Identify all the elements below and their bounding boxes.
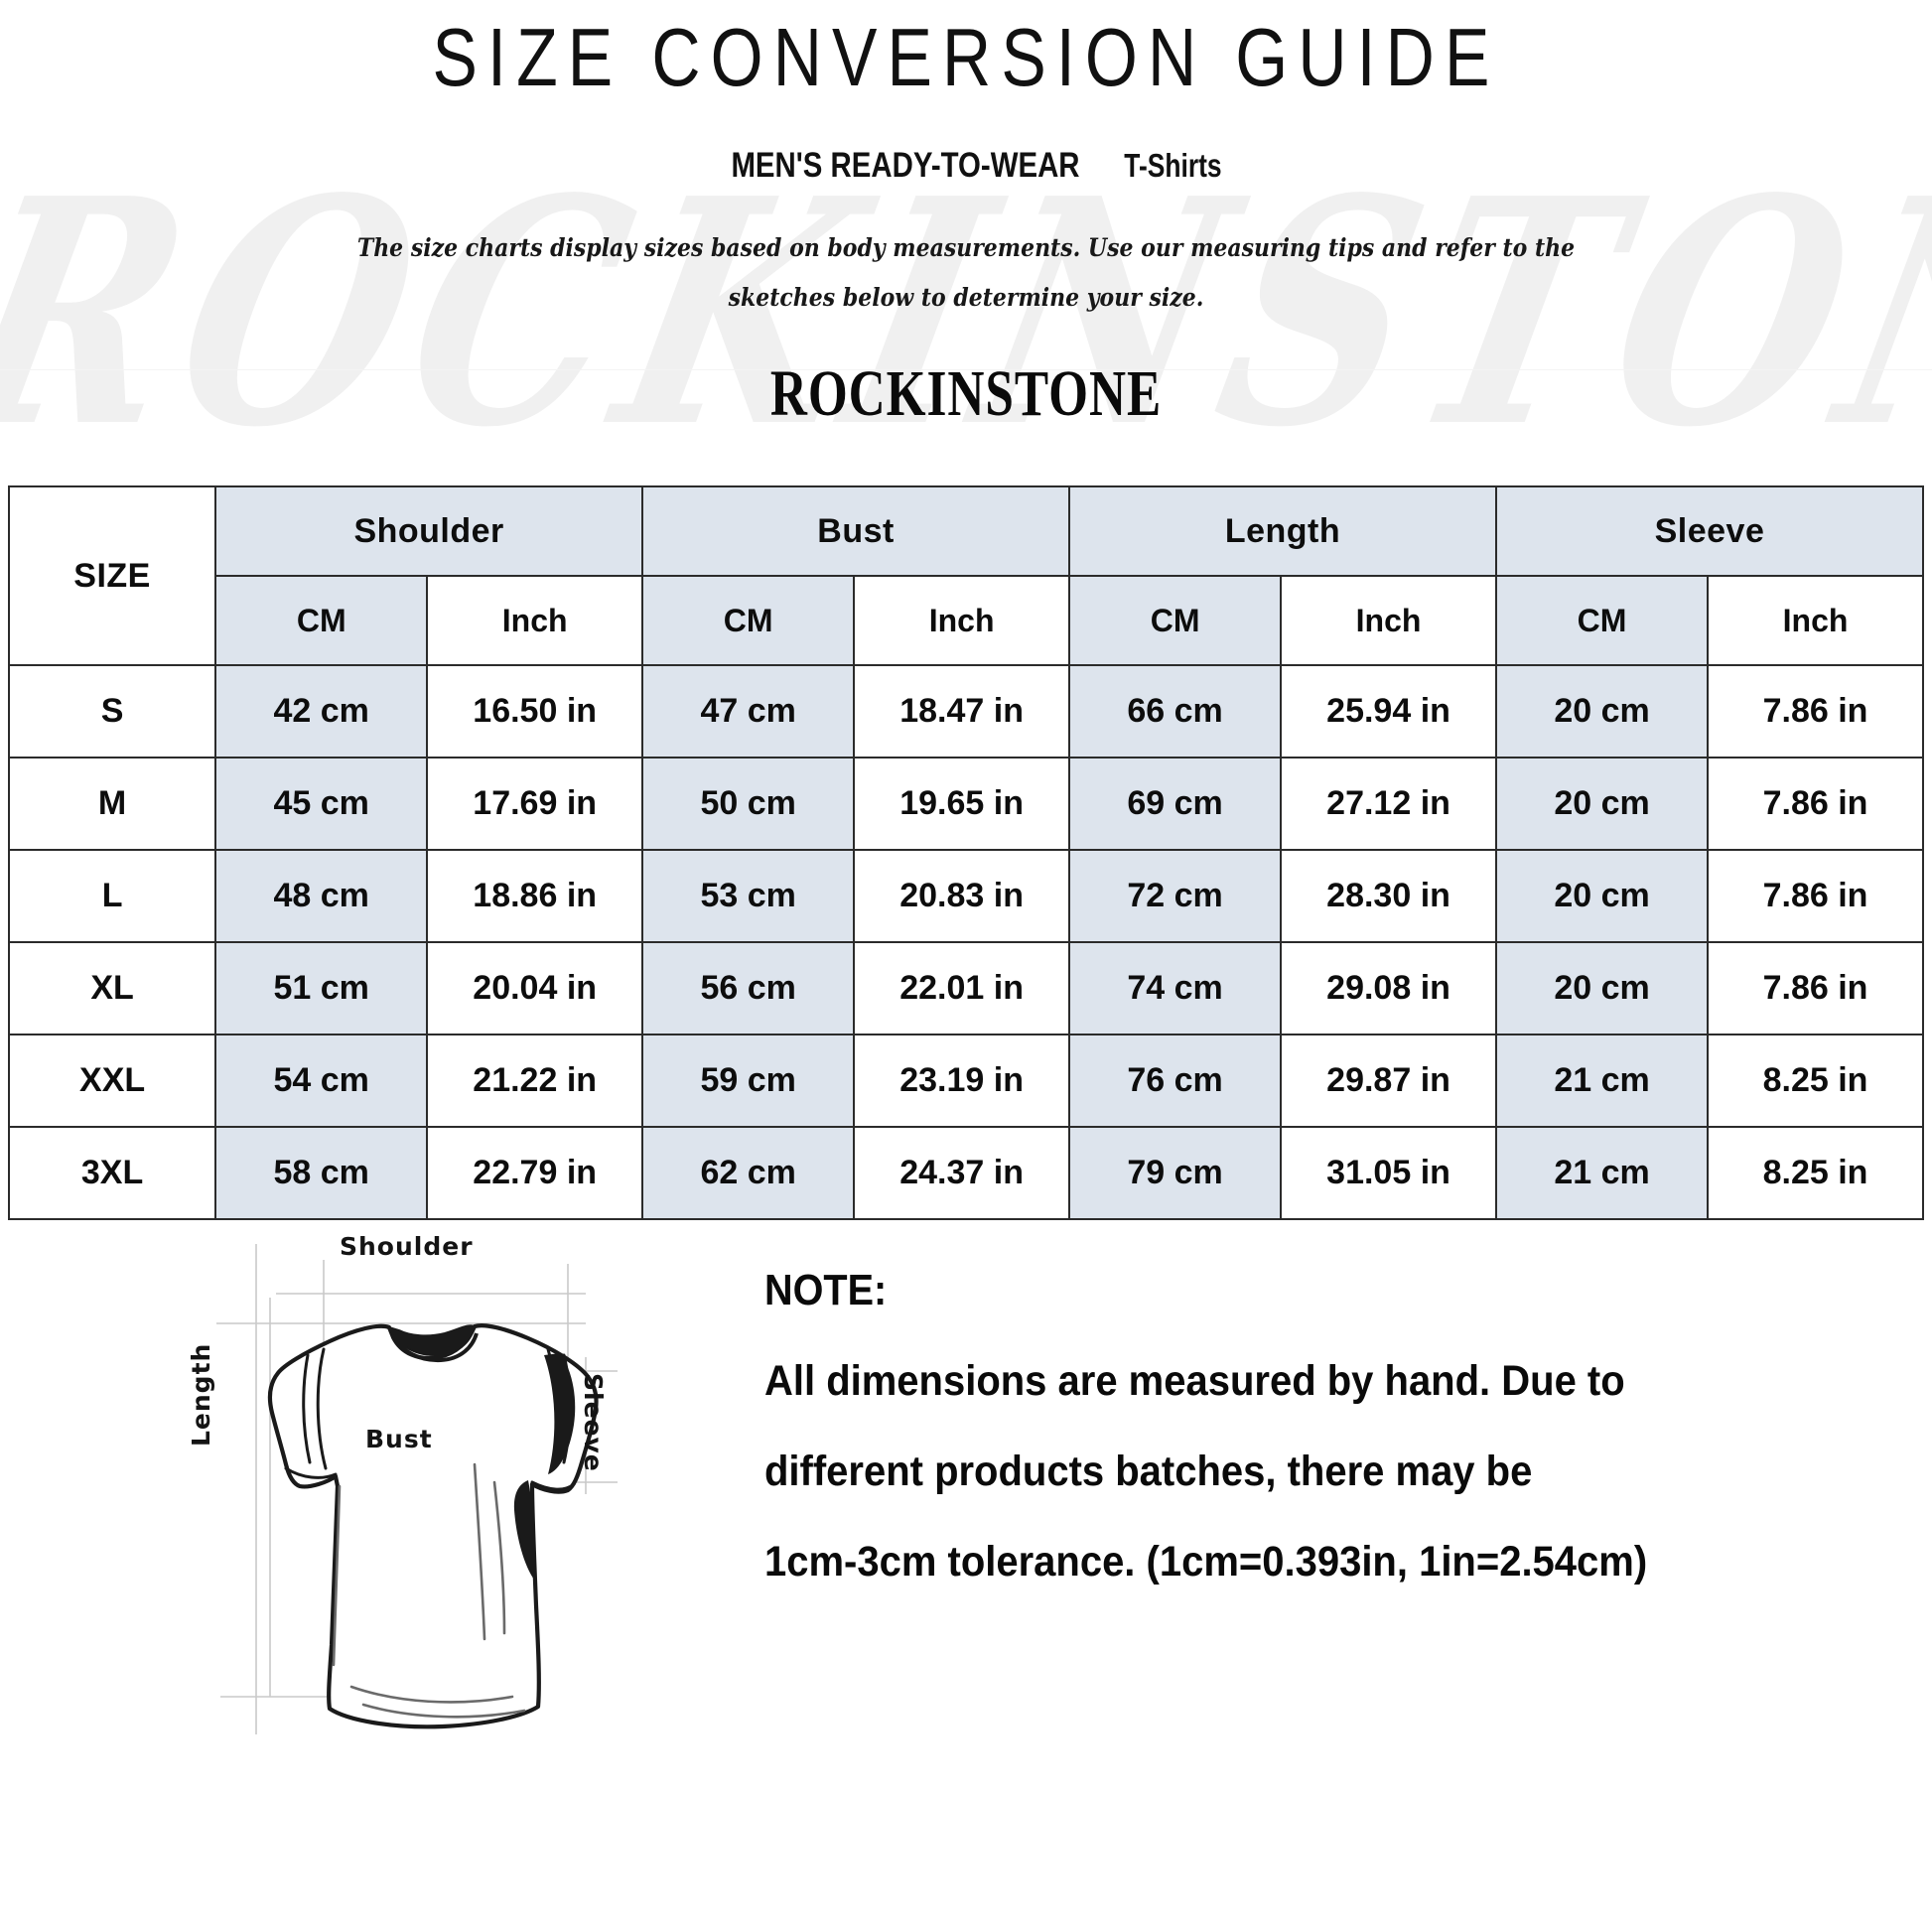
cell-sleeve-in: 7.86 in [1707,941,1924,1035]
cell-bust-cm: 47 cm [641,664,856,759]
note-line-2: different products batches, there may be [764,1448,1533,1495]
header-group-shoulder: Shoulder [214,485,644,577]
table-row: M 45 cm 17.69 in 50 cm 19.65 in 69 cm 27… [7,757,1924,851]
cell-length-in: 28.30 in [1280,849,1497,943]
table-row: 3XL 58 cm 22.79 in 62 cm 24.37 in 79 cm … [7,1126,1924,1220]
page-title: SIZE CONVERSION GUIDE [432,10,1500,103]
guide-description: The size charts display sizes based on b… [356,233,1576,312]
note-block: NOTE: All dimensions are measured by han… [764,1266,1876,1587]
cell-length-in: 25.94 in [1280,664,1497,759]
cell-length-cm: 79 cm [1068,1126,1283,1220]
cell-bust-cm: 50 cm [641,757,856,851]
table-row: XXL 54 cm 21.22 in 59 cm 23.19 in 76 cm … [7,1034,1924,1128]
cell-sleeve-in: 7.86 in [1707,849,1924,943]
size-conversion-table: SIZE Shoulder Bust Length Sleeve CM Inch… [7,485,1925,1220]
cell-size: L [7,849,217,943]
cell-shoulder-cm: 48 cm [214,849,429,943]
cell-bust-cm: 53 cm [641,849,856,943]
cell-shoulder-cm: 58 cm [214,1126,429,1220]
cell-shoulder-in: 17.69 in [426,757,644,851]
cell-sleeve-cm: 20 cm [1494,849,1710,943]
subtitle: MEN'S READY-TO-WEAR T-Shirts [0,146,1932,186]
cell-shoulder-in: 16.50 in [426,664,644,759]
cell-shoulder-in: 21.22 in [426,1034,644,1128]
diagram-label-length: Length [187,1342,215,1447]
header-sleeve-inch: Inch [1707,575,1924,666]
brand-name: ROCKINSTONE [769,356,1163,430]
cell-size: S [7,664,217,759]
cell-size: 3XL [7,1126,217,1220]
table-unit-header-row: CM Inch CM Inch CM Inch CM Inch [9,575,1924,666]
header-length-cm: CM [1068,575,1283,666]
diagram-label-bust: Bust [365,1425,433,1453]
cell-bust-in: 18.47 in [853,664,1071,759]
note-line-3: 1cm-3cm tolerance. (1cm=0.393in, 1in=2.5… [764,1538,1648,1586]
cell-bust-cm: 62 cm [641,1126,856,1220]
subtitle-category: MEN'S READY-TO-WEAR [731,146,1080,185]
cell-sleeve-in: 8.25 in [1707,1034,1924,1128]
cell-shoulder-in: 20.04 in [426,941,644,1035]
diagram-label-sleeve: Sleeve [579,1373,608,1472]
table-row: XL 51 cm 20.04 in 56 cm 22.01 in 74 cm 2… [7,941,1924,1035]
diagram-label-shoulder: Shoulder [340,1232,474,1261]
cell-shoulder-cm: 45 cm [214,757,429,851]
cell-shoulder-cm: 42 cm [214,664,429,759]
cell-shoulder-in: 18.86 in [426,849,644,943]
header-group-bust: Bust [641,485,1071,577]
note-title: NOTE: [764,1266,888,1314]
cell-bust-in: 19.65 in [853,757,1071,851]
cell-shoulder-cm: 51 cm [214,941,429,1035]
note-line-1: All dimensions are measured by hand. Due… [764,1357,1625,1405]
cell-sleeve-in: 7.86 in [1707,664,1924,759]
table-row: L 48 cm 18.86 in 53 cm 20.83 in 72 cm 28… [7,849,1924,943]
header-shoulder-cm: CM [214,575,429,666]
header-shoulder-inch: Inch [426,575,644,666]
cell-size: M [7,757,217,851]
size-table-container: SIZE Shoulder Bust Length Sleeve CM Inch… [7,485,1925,1220]
cell-bust-cm: 59 cm [641,1034,856,1128]
header-length-inch: Inch [1280,575,1497,666]
cell-length-in: 27.12 in [1280,757,1497,851]
cell-sleeve-cm: 20 cm [1494,664,1710,759]
cell-length-in: 29.08 in [1280,941,1497,1035]
table-group-header-row: SIZE Shoulder Bust Length Sleeve [7,485,1925,666]
cell-shoulder-in: 22.79 in [426,1126,644,1220]
subtitle-product: T-Shirts [1124,147,1222,184]
cell-length-cm: 74 cm [1068,941,1283,1035]
header-bust-cm: CM [641,575,856,666]
header-bust-inch: Inch [853,575,1071,666]
header-group-length: Length [1068,485,1497,577]
tshirt-measurement-diagram: Shoulder Bust Length Sleeve [159,1232,625,1744]
cell-sleeve-cm: 21 cm [1494,1034,1710,1128]
header-group-sleeve: Sleeve [1494,485,1925,577]
cell-bust-in: 20.83 in [853,849,1071,943]
cell-size: XL [7,941,217,1035]
header-size: SIZE [7,485,217,666]
cell-bust-cm: 56 cm [641,941,856,1035]
cell-bust-in: 22.01 in [853,941,1071,1035]
cell-length-in: 31.05 in [1280,1126,1497,1220]
cell-length-cm: 69 cm [1068,757,1283,851]
cell-sleeve-cm: 20 cm [1494,941,1710,1035]
cell-sleeve-in: 7.86 in [1707,757,1924,851]
bottom-section: Shoulder Bust Length Sleeve NOTE: All di… [0,1232,1932,1748]
cell-length-cm: 72 cm [1068,849,1283,943]
cell-length-cm: 76 cm [1068,1034,1283,1128]
cell-shoulder-cm: 54 cm [214,1034,429,1128]
cell-sleeve-in: 8.25 in [1707,1126,1924,1220]
cell-bust-in: 24.37 in [853,1126,1071,1220]
header-sleeve-cm: CM [1494,575,1710,666]
cell-length-cm: 66 cm [1068,664,1283,759]
cell-bust-in: 23.19 in [853,1034,1071,1128]
table-row: S 42 cm 16.50 in 47 cm 18.47 in 66 cm 25… [7,664,1924,759]
cell-sleeve-cm: 21 cm [1494,1126,1710,1220]
cell-length-in: 29.87 in [1280,1034,1497,1128]
size-guide-page: SIZE CONVERSION GUIDE MEN'S READY-TO-WEA… [0,10,1932,1748]
cell-sleeve-cm: 20 cm [1494,757,1710,851]
cell-size: XXL [7,1034,217,1128]
